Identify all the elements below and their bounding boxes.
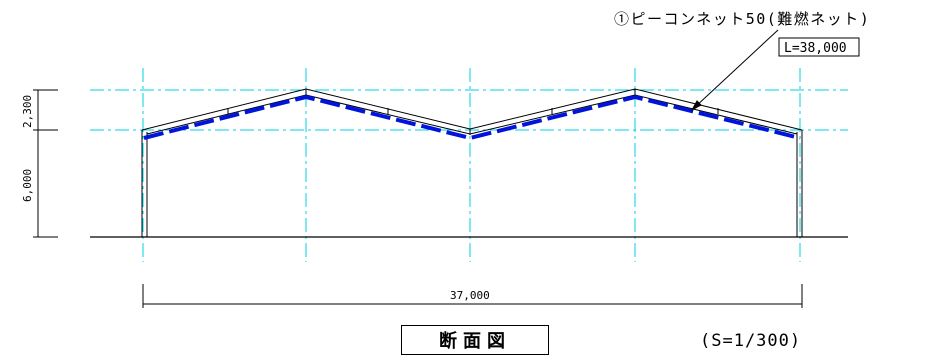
roof-outer-line bbox=[141, 88, 803, 131]
leader-arrowhead bbox=[690, 100, 702, 112]
ridge-rise-dimension: 2,300 bbox=[21, 95, 34, 128]
drawing-scale: (S=1/300) bbox=[700, 331, 802, 351]
net-callout-text: ①ピーコンネット50(難燃ネット) bbox=[614, 10, 870, 28]
structure-frame bbox=[141, 88, 803, 237]
length-label: L=38,000 bbox=[784, 41, 847, 56]
total-width-dimension: 37,000 bbox=[450, 289, 490, 302]
net-line bbox=[143, 94, 801, 141]
length-box bbox=[778, 37, 860, 57]
horizontal-dimension bbox=[142, 284, 803, 308]
eave-height-dimension: 6,000 bbox=[21, 169, 34, 202]
reference-grid bbox=[90, 68, 848, 262]
vertical-dimension bbox=[33, 89, 58, 238]
drawing-title: 断面図 bbox=[401, 325, 549, 355]
callout-leader bbox=[690, 29, 779, 112]
